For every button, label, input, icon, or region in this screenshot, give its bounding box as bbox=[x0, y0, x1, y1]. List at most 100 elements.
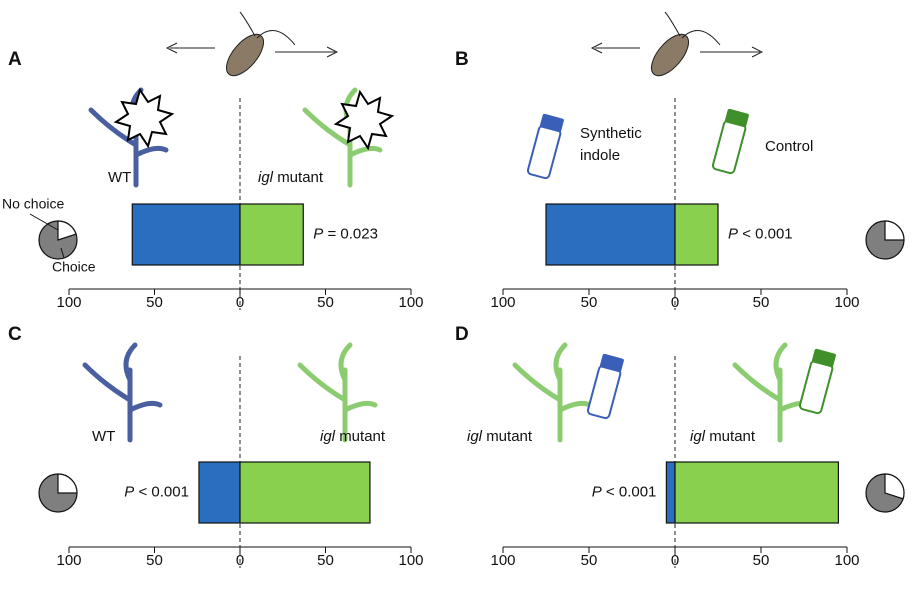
plant-icon bbox=[732, 342, 813, 443]
label-text: mutant bbox=[277, 169, 324, 186]
pie-no-choice bbox=[884, 220, 905, 241]
antenna bbox=[239, 11, 296, 46]
x-tick-label: 100 bbox=[834, 552, 859, 569]
x-tick-label: 100 bbox=[490, 552, 515, 569]
vial-icon bbox=[586, 353, 624, 420]
x-tick-label: 100 bbox=[398, 552, 423, 569]
series-label: igl mutant bbox=[690, 428, 756, 445]
vial-body bbox=[526, 124, 562, 180]
label-italic: igl bbox=[690, 428, 706, 445]
series-label: WT bbox=[92, 428, 115, 445]
pie-no-choice bbox=[884, 473, 905, 500]
x-tick-label: 0 bbox=[671, 294, 679, 311]
vial-cap bbox=[599, 353, 624, 373]
x-tick-label: 50 bbox=[146, 552, 163, 569]
p-italic: P bbox=[592, 483, 602, 500]
series-label: Synthetic bbox=[580, 125, 642, 142]
beetle-icon bbox=[165, 11, 339, 77]
leader bbox=[29, 213, 59, 231]
label-text: WT bbox=[92, 428, 115, 445]
plant-icon bbox=[512, 342, 593, 443]
x-tick-label: 50 bbox=[317, 294, 334, 311]
stem bbox=[302, 87, 383, 188]
x-tick-label: 0 bbox=[671, 552, 679, 569]
bar bbox=[545, 203, 676, 266]
vial-cap bbox=[539, 113, 564, 133]
bar bbox=[665, 461, 676, 524]
beetle-body bbox=[225, 33, 265, 77]
pie-label: No choice bbox=[2, 196, 64, 212]
label-italic: igl bbox=[467, 428, 483, 445]
p-value: P = 0.023 bbox=[313, 225, 378, 242]
label-text: mutant bbox=[486, 428, 533, 445]
x-tick-label: 50 bbox=[581, 294, 598, 311]
p-value: P < 0.001 bbox=[728, 225, 793, 242]
x-tick-label: 100 bbox=[834, 294, 859, 311]
p-italic: P bbox=[728, 225, 738, 242]
x-tick-label: 50 bbox=[753, 294, 770, 311]
vial-body bbox=[798, 359, 834, 415]
plant-icon bbox=[297, 342, 378, 443]
pie-no-choice bbox=[57, 473, 78, 494]
stem bbox=[82, 342, 163, 443]
leader bbox=[60, 247, 65, 259]
stem bbox=[297, 342, 378, 443]
arrow-head bbox=[326, 46, 339, 58]
vial-icon bbox=[798, 348, 836, 415]
bar bbox=[674, 203, 719, 266]
label-text: mutant bbox=[709, 428, 756, 445]
antenna bbox=[664, 11, 721, 46]
p-value: P < 0.001 bbox=[124, 483, 189, 500]
x-tick-label: 100 bbox=[56, 552, 81, 569]
pie-no-choice bbox=[57, 220, 77, 241]
label-italic: igl bbox=[320, 428, 336, 445]
burst bbox=[113, 87, 175, 149]
arrow-head bbox=[590, 42, 603, 54]
x-tick-label: 0 bbox=[236, 294, 244, 311]
series-label: igl mutant bbox=[320, 428, 386, 445]
p-italic: P bbox=[124, 483, 134, 500]
vial-body bbox=[586, 364, 622, 420]
vial-cap bbox=[724, 108, 749, 128]
label-text: mutant bbox=[339, 428, 386, 445]
panel-letter: B bbox=[455, 49, 469, 70]
vial-cap bbox=[811, 348, 836, 368]
plant-icon bbox=[88, 87, 169, 188]
x-tick-label: 50 bbox=[581, 552, 598, 569]
label-text: Control bbox=[765, 138, 813, 155]
bar bbox=[198, 461, 241, 524]
p-text: = 0.023 bbox=[327, 225, 377, 242]
panel-letter: C bbox=[8, 324, 22, 345]
plant-icon bbox=[302, 87, 383, 188]
pie-label: Choice bbox=[52, 259, 96, 275]
x-tick-label: 100 bbox=[490, 294, 515, 311]
series-label: igl mutant bbox=[467, 428, 533, 445]
label-text: WT bbox=[108, 169, 131, 186]
stem bbox=[732, 342, 813, 443]
series-label: igl mutant bbox=[258, 169, 324, 186]
series-label-line2: indole bbox=[580, 147, 620, 164]
p-text: < 0.001 bbox=[138, 483, 188, 500]
x-tick-label: 50 bbox=[317, 552, 334, 569]
stem bbox=[512, 342, 593, 443]
panel-letter: A bbox=[8, 49, 22, 70]
bar bbox=[239, 461, 371, 524]
label-text: Synthetic bbox=[580, 125, 642, 142]
p-value: P < 0.001 bbox=[592, 483, 657, 500]
p-text: < 0.001 bbox=[742, 225, 792, 242]
stem bbox=[88, 87, 169, 188]
x-tick-label: 50 bbox=[146, 294, 163, 311]
x-tick-label: 0 bbox=[236, 552, 244, 569]
arrow-head bbox=[751, 46, 764, 58]
p-italic: P bbox=[313, 225, 323, 242]
x-tick-label: 100 bbox=[398, 294, 423, 311]
label-italic: igl bbox=[258, 169, 274, 186]
burst bbox=[333, 89, 395, 151]
vial-icon bbox=[711, 108, 749, 175]
series-label: Control bbox=[765, 138, 813, 155]
bar bbox=[239, 203, 304, 266]
beetle-body bbox=[650, 33, 690, 77]
arrow-head bbox=[165, 42, 178, 54]
bar bbox=[131, 203, 241, 266]
